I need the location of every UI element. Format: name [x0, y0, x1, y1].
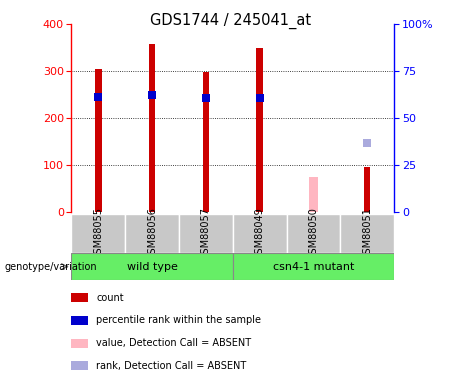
- Text: percentile rank within the sample: percentile rank within the sample: [96, 315, 261, 326]
- Bar: [71, 316, 89, 325]
- Text: csn4-1 mutant: csn4-1 mutant: [273, 262, 354, 272]
- Text: wild type: wild type: [127, 262, 177, 272]
- Bar: [149, 44, 155, 212]
- Bar: [71, 362, 89, 370]
- Bar: [309, 177, 318, 212]
- Text: GSM88051: GSM88051: [362, 207, 372, 260]
- Bar: [233, 253, 394, 280]
- Text: GSM88057: GSM88057: [201, 207, 211, 260]
- Bar: [233, 214, 287, 253]
- Text: GSM88050: GSM88050: [308, 207, 319, 260]
- Text: count: count: [96, 292, 124, 303]
- Bar: [71, 214, 125, 253]
- Bar: [95, 69, 101, 212]
- Text: GSM88049: GSM88049: [254, 207, 265, 260]
- Bar: [71, 339, 89, 348]
- Bar: [203, 72, 209, 212]
- Bar: [71, 253, 233, 280]
- Text: value, Detection Call = ABSENT: value, Detection Call = ABSENT: [96, 338, 251, 348]
- Text: GSM88056: GSM88056: [147, 207, 157, 260]
- Text: GSM88055: GSM88055: [93, 207, 103, 260]
- Text: rank, Detection Call = ABSENT: rank, Detection Call = ABSENT: [96, 361, 246, 371]
- Bar: [340, 214, 394, 253]
- Bar: [179, 214, 233, 253]
- Bar: [256, 48, 263, 212]
- Bar: [71, 293, 89, 302]
- Bar: [287, 214, 340, 253]
- Bar: [364, 167, 371, 212]
- Text: genotype/variation: genotype/variation: [5, 262, 97, 272]
- Bar: [125, 214, 179, 253]
- Text: GDS1744 / 245041_at: GDS1744 / 245041_at: [150, 13, 311, 29]
